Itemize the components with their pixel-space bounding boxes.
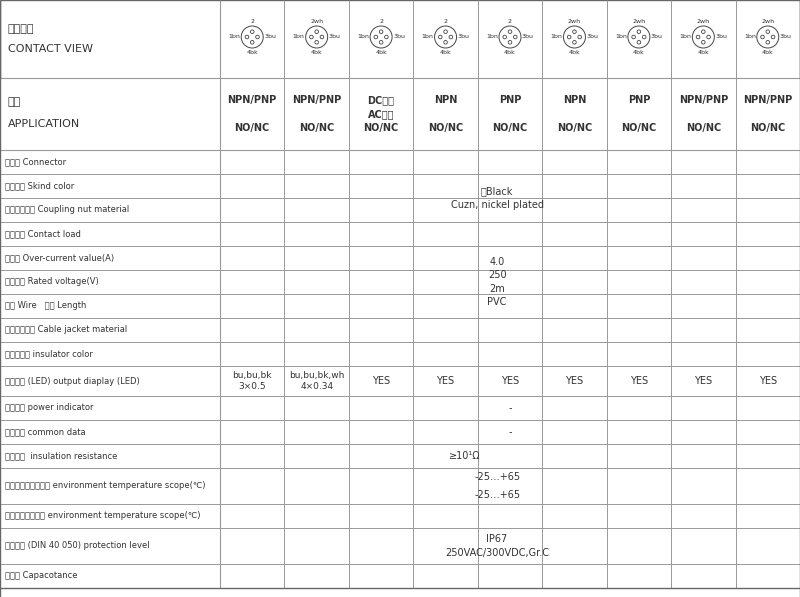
Text: DC二线
AC二线
NO/NC: DC二线 AC二线 NO/NC [363,95,398,133]
Text: NPN

NO/NC: NPN NO/NC [428,95,463,133]
Text: 4bk: 4bk [504,50,516,55]
Text: 4bk: 4bk [633,50,645,55]
Text: 黑Black
Cuzn, nickel plated: 黑Black Cuzn, nickel plated [450,186,544,210]
Text: 额定电压 Rated voltage(V): 额定电压 Rated voltage(V) [5,278,98,287]
Text: APPLICATION: APPLICATION [8,119,80,129]
Text: 4bk: 4bk [440,50,451,55]
Text: 2: 2 [250,19,254,24]
Text: PNP

NO/NC: PNP NO/NC [622,95,657,133]
Text: NPN/PNP

NO/NC: NPN/PNP NO/NC [678,95,728,133]
Text: 过流値 Over-current value(A): 过流値 Over-current value(A) [5,254,114,263]
Text: 2: 2 [379,19,383,24]
Text: -: - [508,427,512,437]
Text: 电容量 Capacotance: 电容量 Capacotance [5,571,78,580]
Text: 绽缘体颜色 insulator color: 绽缘体颜色 insulator color [5,349,93,359]
Text: 电缆 Wire   长度 Length: 电缆 Wire 长度 Length [5,301,86,310]
Text: bu,bu,bk
3×0.5: bu,bu,bk 3×0.5 [233,371,272,392]
Text: 1bn: 1bn [615,35,627,39]
Text: YES: YES [437,376,454,386]
Text: 绍缘电阻  insulation resistance: 绍缘电阻 insulation resistance [5,451,118,460]
Text: 1bn: 1bn [744,35,756,39]
Text: 接插外形: 接插外形 [8,24,34,34]
Text: CONTACT VIEW: CONTACT VIEW [8,44,93,54]
Text: 连接螺母材料 Coupling nut material: 连接螺母材料 Coupling nut material [5,205,130,214]
Text: ≥10¹Ω: ≥10¹Ω [449,451,481,461]
Text: YES: YES [372,376,390,386]
Text: 接触负载 Contact load: 接触负载 Contact load [5,229,81,238]
Text: 3bu: 3bu [458,35,470,39]
Text: NPN/PNP

NO/NC: NPN/PNP NO/NC [292,95,342,133]
Text: 1bn: 1bn [422,35,434,39]
Text: YES: YES [758,376,777,386]
Text: 环境温度范围电缆 environment temperature scope(℃): 环境温度范围电缆 environment temperature scope(℃… [5,512,201,521]
Text: 电缆外皮材料 Cable jacket material: 电缆外皮材料 Cable jacket material [5,325,127,334]
Text: 2wh: 2wh [697,19,710,24]
Text: YES: YES [630,376,648,386]
Text: YES: YES [566,376,583,386]
Text: 3bu: 3bu [586,35,598,39]
Text: 4.0
250
2m
PVC: 4.0 250 2m PVC [487,257,506,307]
Text: 4bk: 4bk [310,50,322,55]
Text: 防护等级 (DIN 40 050) protection level: 防护等级 (DIN 40 050) protection level [5,541,150,550]
Text: -25…+65: -25…+65 [474,472,520,482]
Text: YES: YES [501,376,519,386]
Text: NPN

NO/NC: NPN NO/NC [557,95,592,133]
Text: 一般数据 common data: 一般数据 common data [5,427,86,436]
Text: 1bn: 1bn [550,35,562,39]
Text: 3bu: 3bu [264,35,276,39]
Text: 1bn: 1bn [228,35,240,39]
Text: 2wh: 2wh [632,19,646,24]
Text: 1bn: 1bn [358,35,369,39]
Text: NPN/PNP

NO/NC: NPN/PNP NO/NC [227,95,277,133]
Text: 3bu: 3bu [329,35,341,39]
Text: 3bu: 3bu [715,35,727,39]
Text: 2wh: 2wh [310,19,323,24]
Text: 1bn: 1bn [293,35,305,39]
Text: bu,bu,bk,wh
4×0.34: bu,bu,bk,wh 4×0.34 [289,371,344,392]
Text: 1bn: 1bn [486,35,498,39]
Text: NPN/PNP

NO/NC: NPN/PNP NO/NC [743,95,793,133]
Text: 2: 2 [508,19,512,24]
Text: 4bk: 4bk [698,50,710,55]
Text: 4bk: 4bk [375,50,387,55]
Text: PNP

NO/NC: PNP NO/NC [492,95,528,133]
Text: -: - [508,403,512,413]
Text: 环境温度范围接插件 environment temperature scope(℃): 环境温度范围接插件 environment temperature scope(… [5,482,206,491]
Text: 4bk: 4bk [569,50,580,55]
Text: YES: YES [694,376,712,386]
Text: 应用: 应用 [8,97,22,107]
Text: 3bu: 3bu [393,35,405,39]
Text: 2wh: 2wh [568,19,581,24]
Text: 3bu: 3bu [780,35,792,39]
Text: 4bk: 4bk [762,50,774,55]
Text: 接插件 Connector: 接插件 Connector [5,158,66,167]
Text: 通电指示 power indicator: 通电指示 power indicator [5,404,94,413]
Text: 2wh: 2wh [762,19,774,24]
Text: 3bu: 3bu [522,35,534,39]
Text: 3bu: 3bu [651,35,663,39]
Text: 1bn: 1bn [679,35,691,39]
Text: 4bk: 4bk [246,50,258,55]
Text: 外套颜色 Skind color: 外套颜色 Skind color [5,181,74,190]
Text: 2: 2 [443,19,447,24]
Text: -25…+65: -25…+65 [474,490,520,500]
Text: 输出显示 (LED) output diaplay (LED): 输出显示 (LED) output diaplay (LED) [5,377,140,386]
Text: IP67
250VAC/300VDC,Gr.C: IP67 250VAC/300VDC,Gr.C [445,534,549,558]
